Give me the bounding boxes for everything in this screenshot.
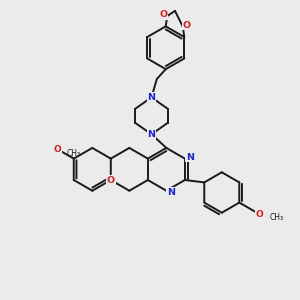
Text: O: O bbox=[160, 10, 168, 19]
Text: N: N bbox=[148, 130, 155, 139]
Text: N: N bbox=[148, 93, 155, 102]
Text: N: N bbox=[186, 153, 194, 162]
Text: CH₃: CH₃ bbox=[270, 213, 284, 222]
Text: O: O bbox=[256, 210, 264, 219]
Text: CH₃: CH₃ bbox=[66, 149, 80, 158]
Text: O: O bbox=[53, 145, 61, 154]
Text: O: O bbox=[107, 176, 115, 184]
Text: O: O bbox=[182, 21, 190, 30]
Text: N: N bbox=[167, 188, 175, 197]
